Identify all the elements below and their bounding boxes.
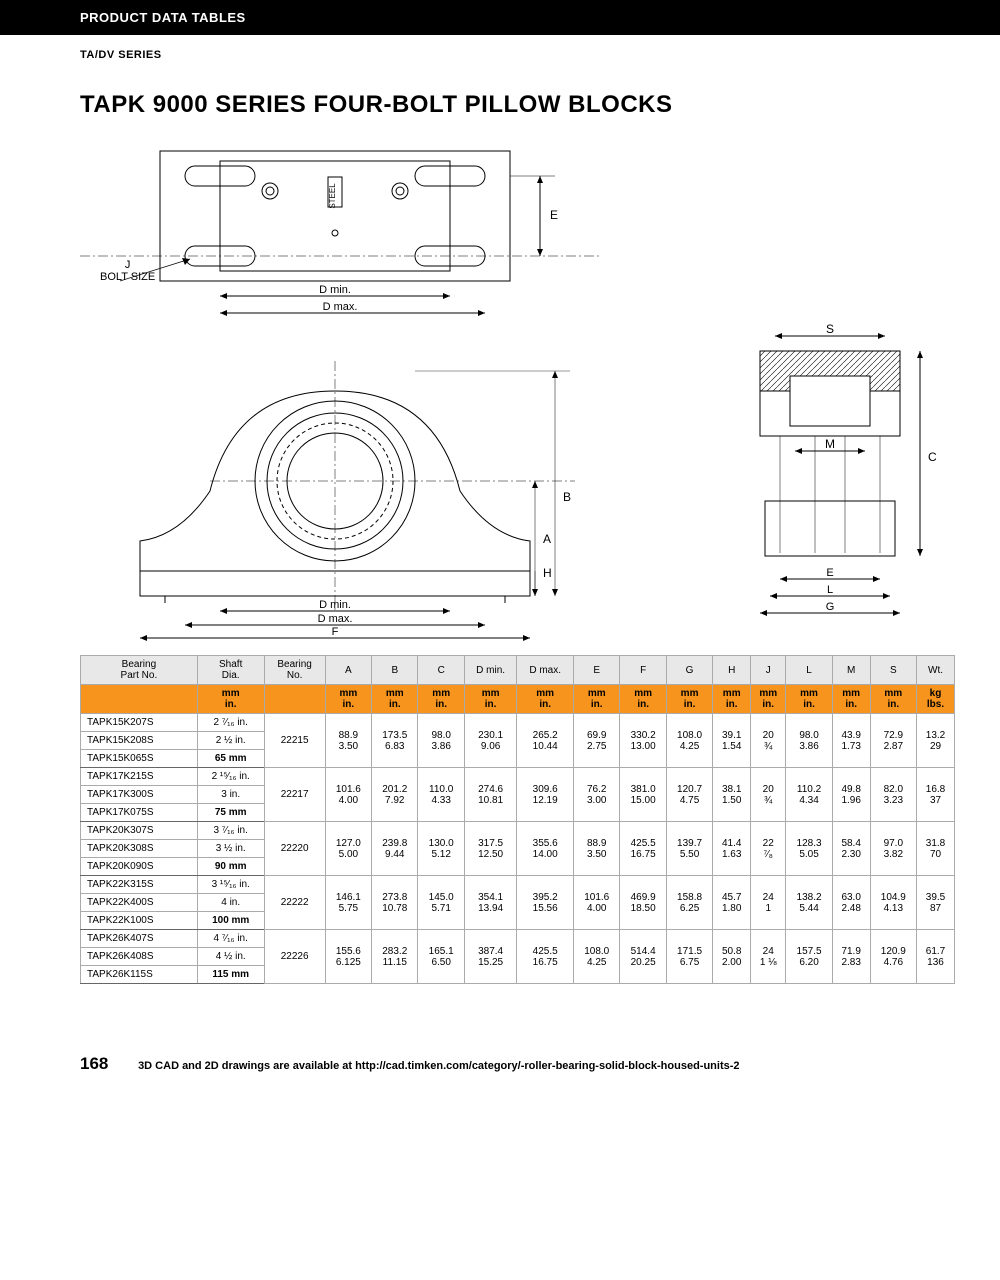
svg-text:D min.: D min. <box>319 284 351 296</box>
svg-text:F: F <box>332 626 339 638</box>
svg-text:M: M <box>825 437 835 451</box>
page-title: TAPK 9000 SERIES FOUR-BOLT PILLOW BLOCKS <box>80 91 955 119</box>
header-bar: PRODUCT DATA TABLES <box>0 0 1000 35</box>
svg-text:E: E <box>826 567 833 579</box>
svg-text:C: C <box>928 450 937 464</box>
footer: 168 3D CAD and 2D drawings are available… <box>0 984 1000 1074</box>
svg-text:L: L <box>827 584 833 596</box>
series-label: TA/DV SERIES <box>0 35 1000 61</box>
svg-text:B: B <box>563 490 571 504</box>
page-number: 168 <box>80 1054 135 1074</box>
svg-text:G: G <box>826 601 835 613</box>
svg-text:D min.: D min. <box>319 599 351 611</box>
svg-text:E: E <box>550 208 558 222</box>
svg-text:H: H <box>543 566 552 580</box>
svg-text:S: S <box>826 322 834 336</box>
bolt-size-label: JBOLT SIZE <box>100 259 155 283</box>
technical-drawings: STEEL E D min. D max. JBOLT SIZE <box>80 141 955 651</box>
svg-text:D max.: D max. <box>323 301 358 313</box>
dimension-table: BearingPart No.ShaftDia.BearingNo.ABCD m… <box>80 655 955 984</box>
svg-text:A: A <box>543 532 551 546</box>
footer-note: 3D CAD and 2D drawings are available at … <box>138 1060 739 1072</box>
svg-text:STEEL: STEEL <box>328 183 337 209</box>
svg-text:D max.: D max. <box>318 613 353 625</box>
